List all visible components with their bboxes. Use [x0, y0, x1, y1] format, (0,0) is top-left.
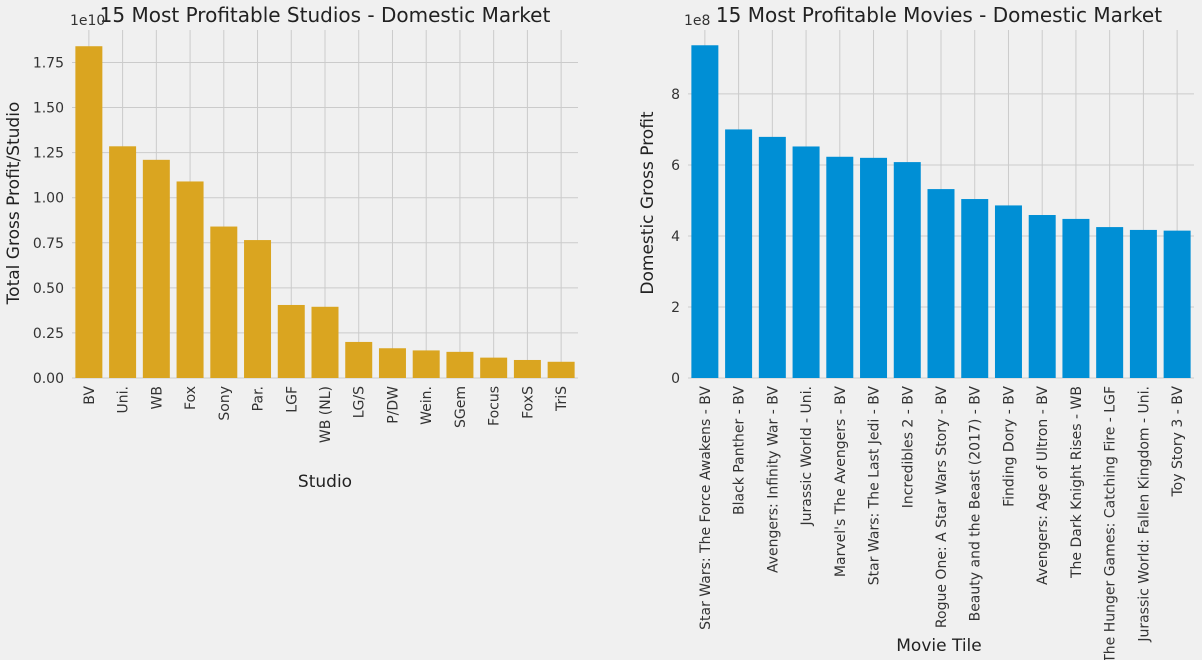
studio-bar: [210, 226, 238, 378]
y-tick-label: 8: [671, 87, 680, 103]
movie-bar: [826, 156, 854, 378]
y-tick-label: 0.25: [33, 326, 64, 342]
studios-chart: BV Uni. WB Fox Sony Par. LGF WB (NL) LG/S P/DW Wei…: [4, 3, 578, 492]
y-tick-label: 6: [671, 158, 680, 174]
movie-bar: [927, 189, 955, 378]
x-tick-label: Finding Dory - BV: [1001, 386, 1017, 507]
x-tick-label: Wein.: [419, 386, 435, 425]
y-tick-label: 0.50: [33, 281, 64, 297]
y-tick-label: 1.25: [33, 146, 64, 162]
movies-chart-offset-label: 1e8: [684, 13, 710, 29]
x-tick-label: BV: [82, 386, 98, 405]
studio-bar: [277, 304, 305, 378]
x-tick-label: Focus: [487, 386, 503, 426]
x-tick-label: Marvel's The Avengers - BV: [833, 386, 849, 577]
studio-bar: [513, 359, 541, 378]
studio-bar: [412, 350, 440, 378]
movies-chart-x-axis-label: Movie Tile: [896, 636, 981, 656]
movie-bar: [725, 129, 753, 378]
x-tick-label: FoxS: [520, 386, 536, 419]
y-tick-label: 1.00: [33, 191, 64, 207]
x-tick-label: Par.: [251, 386, 267, 411]
x-tick-label: Star Wars: The Force Awakens - BV: [698, 386, 714, 630]
x-tick-label: Beauty and the Beast (2017) - BV: [968, 386, 984, 622]
studio-bar: [142, 159, 170, 378]
studio-bar: [547, 361, 575, 378]
movies-chart: Star Wars: The Force Awakens - BV Black P…: [638, 3, 1194, 660]
x-tick-label: LGF: [284, 386, 300, 413]
movie-bar: [792, 146, 820, 378]
x-tick-label: The Dark Knight Rises - WB: [1069, 386, 1085, 579]
studio-bar: [244, 240, 272, 378]
studio-bar: [345, 341, 373, 378]
x-tick-label: Black Panther - BV: [732, 386, 748, 515]
studios-chart-y-axis-label: Total Gross Profit/Studio: [4, 102, 24, 306]
y-tick-label: 0.00: [33, 371, 64, 387]
x-tick-label: Jurassic World: Fallen Kingdom - Uni.: [1136, 386, 1152, 643]
x-tick-label: TriS: [554, 386, 570, 412]
x-tick-label: SGem: [453, 386, 469, 428]
y-tick-label: 4: [671, 229, 680, 245]
studio-bar: [311, 306, 339, 378]
x-tick-label: Rogue One: A Star Wars Story - BV: [934, 386, 950, 628]
studio-bar: [480, 357, 508, 378]
movies-chart-title: 15 Most Profitable Movies - Domestic Mar…: [716, 3, 1162, 27]
movie-bar: [758, 136, 786, 378]
studio-bar: [378, 348, 406, 378]
y-tick-label: 1.50: [33, 101, 64, 117]
x-tick-label: WB (NL): [318, 386, 334, 443]
studio-bar: [109, 146, 137, 378]
x-tick-label: WB: [149, 386, 165, 409]
x-tick-label: Uni.: [116, 386, 132, 413]
x-tick-label: LG/S: [352, 386, 368, 418]
studio-bar: [446, 351, 474, 378]
x-tick-label: P/DW: [385, 386, 401, 424]
movies-chart-y-axis-label: Domestic Gross Profit: [638, 111, 658, 294]
movie-bar: [1096, 227, 1124, 378]
y-tick-label: 2: [671, 300, 680, 316]
x-tick-label: Jurassic World - Uni.: [799, 386, 815, 527]
studio-bar: [176, 181, 204, 378]
studios-chart-offset-label: 1e10: [70, 13, 105, 29]
x-tick-label: The Hunger Games: Catching Fire - LGF: [1103, 386, 1119, 660]
studio-bar: [75, 46, 103, 379]
x-tick-label: Avengers: Infinity War - BV: [765, 386, 781, 573]
y-tick-label: 1.75: [33, 55, 64, 71]
movie-bar: [860, 157, 888, 378]
x-tick-label: Star Wars: The Last Jedi - BV: [867, 386, 883, 586]
movie-bar: [1028, 215, 1056, 378]
movie-bar: [893, 162, 921, 378]
movie-bar: [1062, 218, 1090, 378]
studios-chart-title: 15 Most Profitable Studios - Domestic Ma…: [100, 3, 551, 27]
x-tick-label: Fox: [183, 386, 199, 410]
movie-bar: [994, 205, 1022, 378]
movie-bar: [1163, 230, 1191, 378]
movie-bar: [961, 199, 989, 378]
movie-bar: [1129, 229, 1157, 378]
x-tick-label: Sony: [217, 386, 233, 421]
studios-chart-x-axis-label: Studio: [298, 472, 352, 492]
x-tick-label: Incredibles 2 - BV: [900, 386, 916, 509]
x-tick-label: Toy Story 3 - BV: [1170, 386, 1186, 498]
y-tick-label: 0.75: [33, 236, 64, 252]
movie-bar: [691, 45, 719, 379]
y-tick-label: 0: [671, 371, 680, 387]
x-tick-label: Avengers: Age of Ultron - BV: [1035, 386, 1051, 585]
